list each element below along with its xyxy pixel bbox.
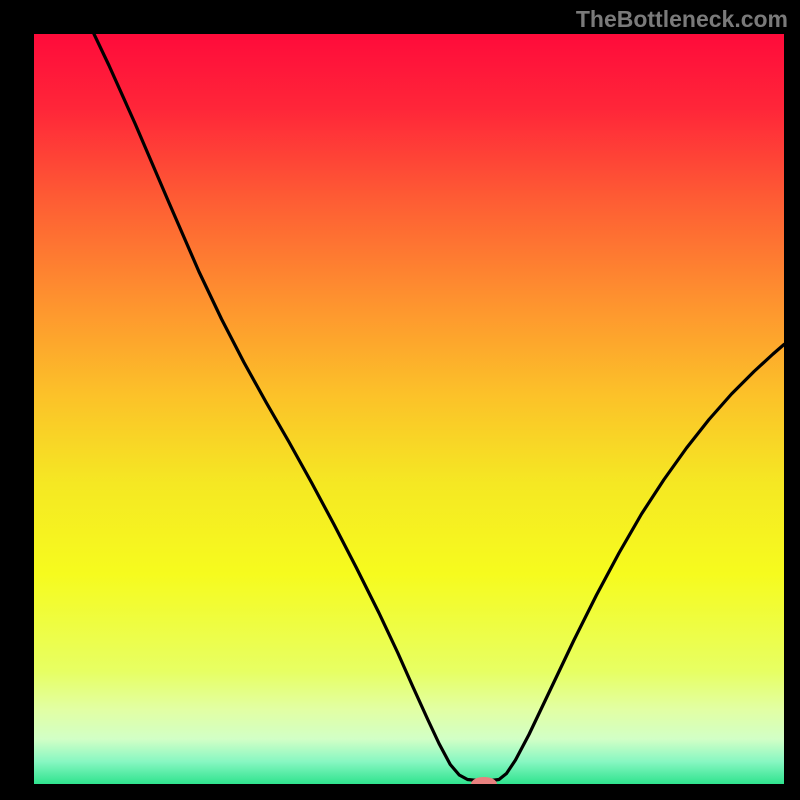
plot-area	[34, 34, 784, 784]
chart-svg	[34, 34, 784, 784]
watermark-text: TheBottleneck.com	[576, 6, 788, 33]
chart-container: TheBottleneck.com	[0, 0, 800, 800]
